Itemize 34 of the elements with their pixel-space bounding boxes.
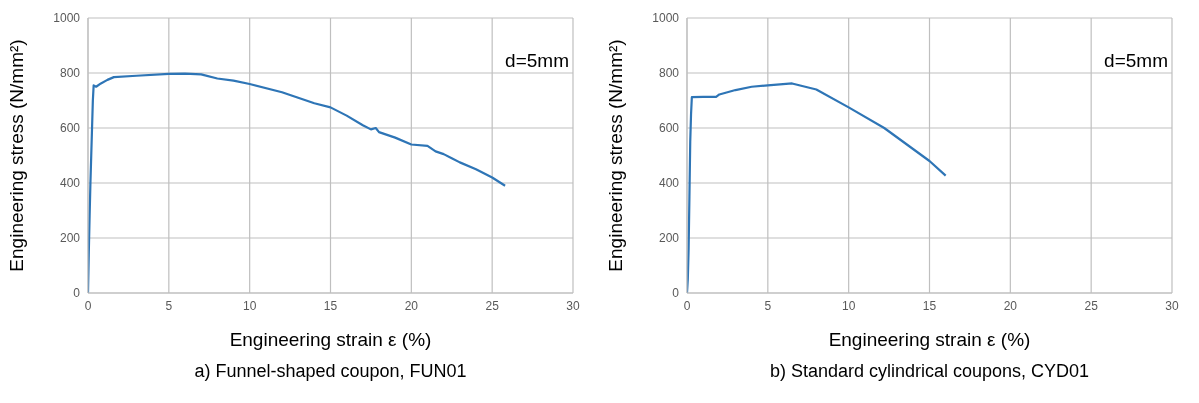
y-tick-label: 0 bbox=[73, 286, 81, 301]
y-tick-label: 800 bbox=[658, 66, 680, 81]
x-tick-label: 5 bbox=[165, 298, 173, 313]
x-tick-label: 0 bbox=[84, 298, 92, 313]
x-tick-label: 25 bbox=[485, 298, 500, 313]
y-tick-label: 1000 bbox=[652, 11, 680, 26]
x-axis-title: Engineering strain ε (%) bbox=[229, 329, 432, 350]
text: b) Standard cylindrical coupons, CYD01 bbox=[768, 361, 1091, 382]
text: a) Funnel-shaped coupon, FUN01 bbox=[193, 361, 468, 382]
annotation: d=5mm bbox=[505, 50, 569, 72]
y-axis-title: Engineering stress (N/mm²) bbox=[5, 39, 27, 272]
y-tick-label: 0 bbox=[672, 286, 680, 301]
x-tick-label: 10 bbox=[841, 298, 856, 313]
x-tick-label: 15 bbox=[922, 298, 937, 313]
x-tick-label: 0 bbox=[683, 298, 691, 313]
x-tick-label: 30 bbox=[1165, 298, 1179, 313]
y-tick-label: 600 bbox=[658, 121, 680, 136]
y-tick-label: 200 bbox=[59, 231, 81, 246]
x-tick-label: 30 bbox=[566, 298, 580, 313]
y-tick-label: 1000 bbox=[53, 11, 81, 26]
annotation: d=5mm bbox=[1104, 50, 1168, 72]
y-tick-label: 800 bbox=[59, 66, 81, 81]
x-axis-title: Engineering strain ε (%) bbox=[828, 329, 1031, 350]
x-tick-label: 15 bbox=[323, 298, 338, 313]
x-tick-label: 20 bbox=[1003, 298, 1018, 313]
x-tick-label: 20 bbox=[404, 298, 419, 313]
x-tick-label: 25 bbox=[1084, 298, 1099, 313]
y-tick-label: 600 bbox=[59, 121, 81, 136]
y-axis-title: Engineering stress (N/mm²) bbox=[604, 39, 626, 272]
y-tick-label: 400 bbox=[658, 176, 680, 191]
x-tick-label: 10 bbox=[242, 298, 257, 313]
y-tick-label: 400 bbox=[59, 176, 81, 191]
y-tick-label: 200 bbox=[658, 231, 680, 246]
x-tick-label: 5 bbox=[764, 298, 772, 313]
